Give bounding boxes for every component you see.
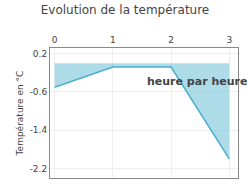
svg-text:0.2: 0.2	[33, 49, 47, 59]
svg-text:Température en °C: Température en °C	[15, 71, 25, 157]
svg-text:-0.6: -0.6	[30, 87, 48, 97]
svg-text:-1.4: -1.4	[30, 125, 48, 135]
svg-text:2: 2	[168, 35, 174, 45]
svg-text:Evolution de la température: Evolution de la température	[41, 3, 210, 17]
svg-text:heure par heure: heure par heure	[147, 75, 247, 88]
svg-text:-2.2: -2.2	[30, 164, 48, 174]
svg-text:3: 3	[226, 35, 232, 45]
svg-text:1: 1	[110, 35, 116, 45]
svg-text:0: 0	[52, 35, 58, 45]
